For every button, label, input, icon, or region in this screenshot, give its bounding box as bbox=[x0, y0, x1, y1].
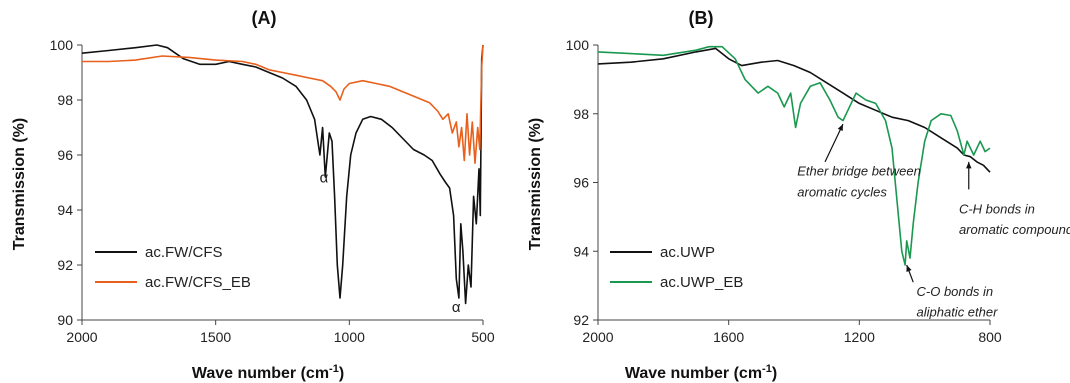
panel-b-annotation-text: C-O bonds in bbox=[917, 284, 994, 299]
panel-b-series-line-1 bbox=[597, 47, 991, 173]
panel-b-xlabel-sup: -1 bbox=[762, 363, 772, 375]
panel-a-legend: ac.FW/CFS ac.FW/CFS_EB bbox=[95, 244, 251, 291]
panel-a-y-tick-label: 100 bbox=[50, 37, 74, 53]
panel-b-annotation-arrowhead bbox=[837, 124, 843, 132]
panel-a-x-tick-label: 500 bbox=[471, 329, 495, 345]
panel-a-title: (A) bbox=[252, 8, 277, 28]
panel-a-y-tick-label: 90 bbox=[57, 312, 73, 328]
panel-b-annotation-arrow bbox=[824, 123, 844, 163]
panel-a-xlabel-end: ) bbox=[339, 365, 344, 382]
panel-b-axes: 2000 1600 1200 800 92 94 96 98 100 bbox=[566, 37, 1002, 345]
panel-b-annotation-arrowhead bbox=[906, 265, 912, 272]
panel-b-x-tick-label: 1600 bbox=[713, 329, 744, 345]
panel-a-series-line-1 bbox=[81, 44, 484, 305]
panel-b-legend-label: ac.UWP bbox=[660, 244, 715, 261]
panel-a: (A) Transmission (%) Wave number (cm-1) … bbox=[11, 8, 495, 382]
panel-b-annotations: Ether bridge between aromatic cycles C-O b… bbox=[797, 123, 1070, 320]
panel-a-x-tick-label: 1000 bbox=[334, 329, 365, 345]
panel-b-y-tick-label: 98 bbox=[573, 106, 589, 122]
panel-a-x-tick-label: 1500 bbox=[200, 329, 231, 345]
panel-b-annotation-text: Ether bridge between bbox=[797, 164, 921, 179]
panel-a-legend-label: ac.FW/CFS bbox=[145, 244, 223, 261]
panel-a-annotations: αα bbox=[320, 170, 461, 316]
panel-a-legend-label: ac.FW/CFS_EB bbox=[145, 274, 251, 291]
panel-b-ylabel-group: Transmission (%) bbox=[527, 118, 544, 250]
panel-a-xlabel-main: Wave number (cm bbox=[192, 365, 329, 382]
panel-a-series-line-2 bbox=[82, 44, 484, 164]
panel-b-xlabel: Wave number (cm-1) bbox=[625, 363, 777, 382]
panel-b-series bbox=[597, 45, 991, 266]
panel-b-annotation-text: C-H bonds in bbox=[959, 201, 1035, 216]
panel-b-xlabel-main: Wave number (cm bbox=[625, 365, 762, 382]
panel-b-legend-label: ac.UWP_EB bbox=[660, 274, 743, 291]
panel-b-annotation-text: aromatic cycles bbox=[797, 184, 887, 199]
panel-b-y-tick-label: 92 bbox=[573, 312, 589, 328]
panel-b-annotation-text: aliphatic ether bbox=[917, 305, 999, 320]
panel-a-x-tick-label: 2000 bbox=[66, 329, 97, 345]
panel-b-title: (B) bbox=[689, 8, 714, 28]
panel-b-y-tick-label: 96 bbox=[573, 175, 589, 191]
panel-a-y-tick-label: 94 bbox=[57, 202, 73, 218]
panel-b-annotation-arrowhead bbox=[966, 161, 972, 169]
panel-b-legend: ac.UWP ac.UWP_EB bbox=[610, 244, 743, 291]
panel-b-x-tick-label: 800 bbox=[978, 329, 1002, 345]
panel-a-axes: 2000 1500 1000 500 90 92 94 96 98 100 bbox=[50, 37, 495, 345]
panel-b-y-tick-label: 94 bbox=[573, 243, 589, 259]
panel-a-y-tick-label: 92 bbox=[57, 257, 73, 273]
panel-a-annotation-text: α bbox=[320, 170, 329, 187]
panel-a-series bbox=[81, 44, 484, 305]
panel-a-y-tick-label: 96 bbox=[57, 147, 73, 163]
panel-a-y-tick-label: 98 bbox=[57, 92, 73, 108]
panel-b-x-tick-label: 1200 bbox=[844, 329, 875, 345]
panel-b-annotation-text: aromatic compounds bbox=[959, 222, 1070, 237]
panel-b: (B) Transmission (%) Wave number (cm-1) … bbox=[527, 8, 1070, 382]
panel-b-series-line-2 bbox=[597, 45, 991, 266]
panel-a-ylabel: Transmission (%) bbox=[11, 118, 28, 250]
panel-a-annotation-text: α bbox=[452, 299, 461, 316]
panel-a-xlabel-sup: -1 bbox=[329, 363, 339, 375]
panel-b-x-tick-label: 2000 bbox=[582, 329, 613, 345]
panel-b-y-tick-label: 100 bbox=[566, 37, 590, 53]
panel-a-xlabel: Wave number (cm-1) bbox=[192, 363, 344, 382]
panel-b-xlabel-end: ) bbox=[772, 365, 777, 382]
panel-a-ylabel-group: Transmission (%) bbox=[11, 118, 28, 250]
panel-b-ylabel: Transmission (%) bbox=[527, 118, 544, 250]
